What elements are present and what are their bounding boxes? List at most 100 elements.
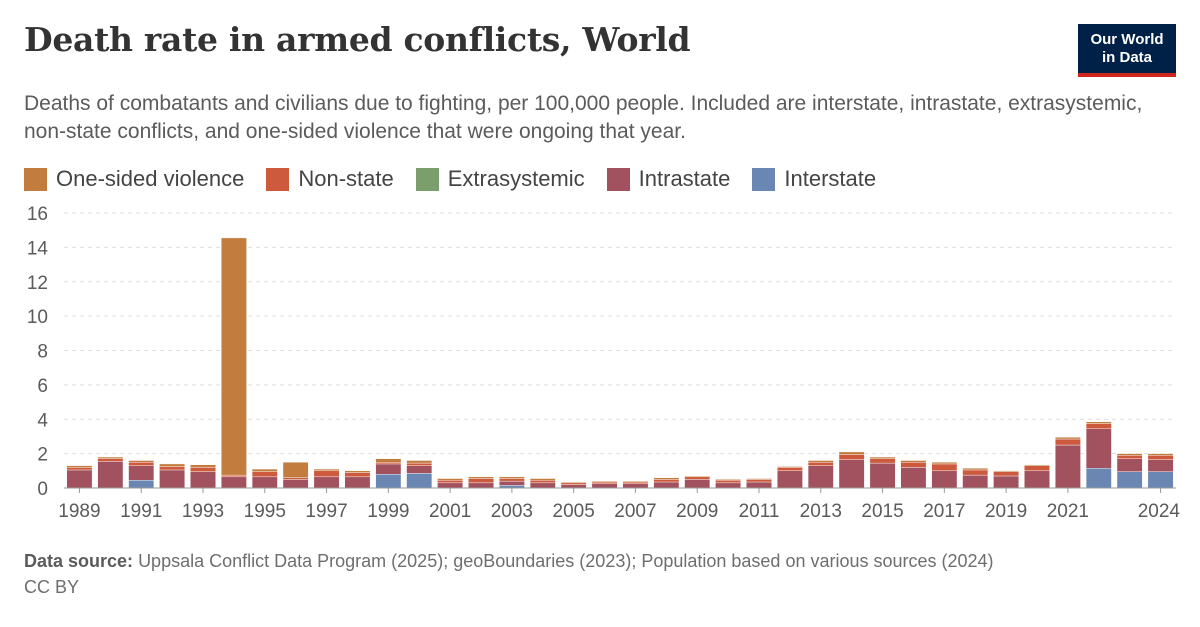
bar-segment-intrastate-2006 bbox=[591, 483, 618, 489]
y-tick-label: 8 bbox=[37, 342, 48, 363]
x-tick-label: 1993 bbox=[182, 501, 224, 522]
bar-segment-intrastate-2014 bbox=[838, 459, 865, 489]
bar-segment-non-state-2001 bbox=[437, 480, 463, 484]
bar-segment-non-state-1997 bbox=[313, 470, 340, 478]
bar-segment-intrastate-2015 bbox=[869, 462, 896, 489]
bar-segment-non-state-2000 bbox=[406, 462, 433, 466]
bar-segment-interstate-1991 bbox=[128, 480, 155, 489]
bar-segment-non-state-2013 bbox=[807, 462, 834, 466]
bar-segment-intrastate-2009 bbox=[684, 479, 711, 489]
x-tick-label: 1989 bbox=[58, 501, 100, 522]
bar-segment-non-state-1993 bbox=[190, 467, 216, 472]
bar-segment-non-state-1991 bbox=[128, 462, 155, 466]
bar-segment-one-sided-violence-2013 bbox=[807, 460, 834, 463]
x-tick-label: 2005 bbox=[553, 501, 595, 522]
bar-segment-intrastate-2023 bbox=[1116, 458, 1143, 472]
bar-segment-one-sided-violence-1990 bbox=[97, 456, 124, 459]
bar-segment-intrastate-1989 bbox=[66, 469, 93, 489]
bar-segment-non-state-2016 bbox=[900, 462, 927, 468]
bar-segment-interstate-2023 bbox=[1116, 471, 1143, 489]
bar-segment-non-state-1994 bbox=[221, 474, 247, 478]
bar-segment-one-sided-violence-2016 bbox=[900, 460, 927, 463]
bar-segment-one-sided-violence-1991 bbox=[128, 460, 155, 463]
bar-segment-intrastate-2008 bbox=[653, 481, 680, 489]
bar-segment-one-sided-violence-2004 bbox=[529, 478, 556, 481]
bar-segment-intrastate-2020 bbox=[1024, 470, 1050, 489]
bar-segment-one-sided-violence-2002 bbox=[468, 476, 494, 479]
bar-segment-non-state-2022 bbox=[1085, 423, 1112, 429]
bar-segment-intrastate-2019 bbox=[993, 475, 1019, 489]
bar-segment-one-sided-violence-1994 bbox=[221, 237, 247, 476]
x-tick-label: 1991 bbox=[120, 501, 162, 522]
legend-item-one-sided-violence[interactable]: One-sided violence bbox=[24, 166, 244, 192]
bar-segment-interstate-1999 bbox=[375, 474, 402, 489]
chart-title: Death rate in armed conflicts, World bbox=[24, 20, 691, 59]
x-tick-label: 2024 bbox=[1138, 501, 1181, 522]
source-text: Uppsala Conflict Data Program (2025); ge… bbox=[138, 551, 994, 571]
bar-segment-one-sided-violence-2023 bbox=[1116, 453, 1143, 456]
legend-swatch bbox=[266, 167, 290, 191]
bar-segment-intrastate-1997 bbox=[313, 476, 340, 489]
bar-segment-non-state-2017 bbox=[931, 463, 958, 472]
legend-label: Intrastate bbox=[638, 166, 731, 191]
legend-swatch bbox=[415, 167, 439, 191]
y-tick-label: 6 bbox=[37, 376, 48, 397]
x-tick-label: 2007 bbox=[614, 501, 656, 522]
bar-segment-intrastate-2016 bbox=[900, 467, 927, 489]
bar-segment-intrastate-2004 bbox=[529, 482, 556, 489]
legend-item-interstate[interactable]: Interstate bbox=[752, 166, 876, 192]
x-tick-label: 1995 bbox=[244, 501, 286, 522]
source-line: Data source: Uppsala Conflict Data Progr… bbox=[24, 548, 994, 574]
bar-segment-one-sided-violence-1992 bbox=[159, 463, 185, 467]
bar-segment-intrastate-2018 bbox=[962, 474, 989, 489]
owid-logo[interactable]: Our World in Data bbox=[1078, 24, 1176, 77]
x-tick-label: 2011 bbox=[739, 501, 780, 522]
bar-segment-non-state-2010 bbox=[715, 480, 741, 484]
legend-swatch bbox=[24, 167, 47, 191]
legend-item-intrastate[interactable]: Intrastate bbox=[606, 166, 731, 192]
bar-segment-non-state-2002 bbox=[468, 478, 494, 484]
bar-segment-one-sided-violence-2001 bbox=[437, 478, 463, 481]
x-tick-label: 2013 bbox=[800, 501, 842, 522]
bar-segment-non-state-2012 bbox=[777, 467, 803, 472]
bar-segment-one-sided-violence-2006 bbox=[591, 480, 618, 483]
bar-segment-one-sided-violence-1996 bbox=[282, 462, 309, 478]
y-tick-label: 16 bbox=[27, 204, 48, 225]
bar-segment-intrastate-1990 bbox=[97, 461, 124, 489]
y-tick-label: 2 bbox=[37, 445, 48, 466]
bar-segment-intrastate-1996 bbox=[282, 479, 309, 489]
bar-segment-one-sided-violence-2024 bbox=[1147, 453, 1174, 456]
bar-segment-non-state-1998 bbox=[344, 472, 371, 478]
x-tick-label: 2021 bbox=[1047, 501, 1089, 522]
x-tick-label: 2017 bbox=[923, 501, 965, 522]
bar-segment-intrastate-2007 bbox=[622, 483, 649, 489]
x-tick-label: 2009 bbox=[676, 501, 718, 522]
bar-segment-intrastate-2017 bbox=[931, 470, 958, 489]
bar-segment-non-state-1996 bbox=[282, 477, 309, 480]
bar-segment-non-state-1990 bbox=[97, 458, 124, 462]
bar-segment-intrastate-2002 bbox=[468, 482, 494, 489]
bar-segment-one-sided-violence-2000 bbox=[406, 460, 433, 464]
stacked-bar-chart: 0 2 4 6 8 10 12 14 16 1989 1991 1993 1995 1997 1999 200… bbox=[27, 204, 1181, 522]
bar-segment-one-sided-violence-2020 bbox=[1024, 464, 1050, 466]
bar-segment-intrastate-2013 bbox=[807, 465, 834, 489]
bar-segment-non-state-2019 bbox=[993, 471, 1019, 477]
legend-item-non-state[interactable]: Non-state bbox=[266, 166, 394, 192]
bar-segment-one-sided-violence-2022 bbox=[1085, 421, 1112, 424]
legend-label: Interstate bbox=[784, 166, 877, 191]
bar-segment-intrastate-2012 bbox=[777, 470, 803, 489]
legend-label: One-sided violence bbox=[56, 166, 245, 191]
bar-segment-one-sided-violence-1993 bbox=[190, 464, 216, 468]
bar-segment-non-state-1999 bbox=[375, 462, 402, 465]
bar-segment-intrastate-2021 bbox=[1055, 444, 1081, 489]
bar-segment-intrastate-2001 bbox=[437, 482, 463, 489]
bar-segment-non-state-2007 bbox=[622, 481, 649, 484]
source-label: Data source: bbox=[24, 551, 134, 571]
bar-segment-intrastate-1992 bbox=[159, 469, 185, 489]
bar-segment-one-sided-violence-2019 bbox=[993, 470, 1019, 472]
bar-segment-non-state-1992 bbox=[159, 466, 185, 471]
legend-item-extrasystemic[interactable]: Extrasystemic bbox=[415, 166, 585, 192]
bar-segment-one-sided-violence-2017 bbox=[931, 462, 958, 465]
x-tick-label: 1999 bbox=[367, 501, 409, 522]
y-tick-label: 4 bbox=[37, 410, 48, 431]
